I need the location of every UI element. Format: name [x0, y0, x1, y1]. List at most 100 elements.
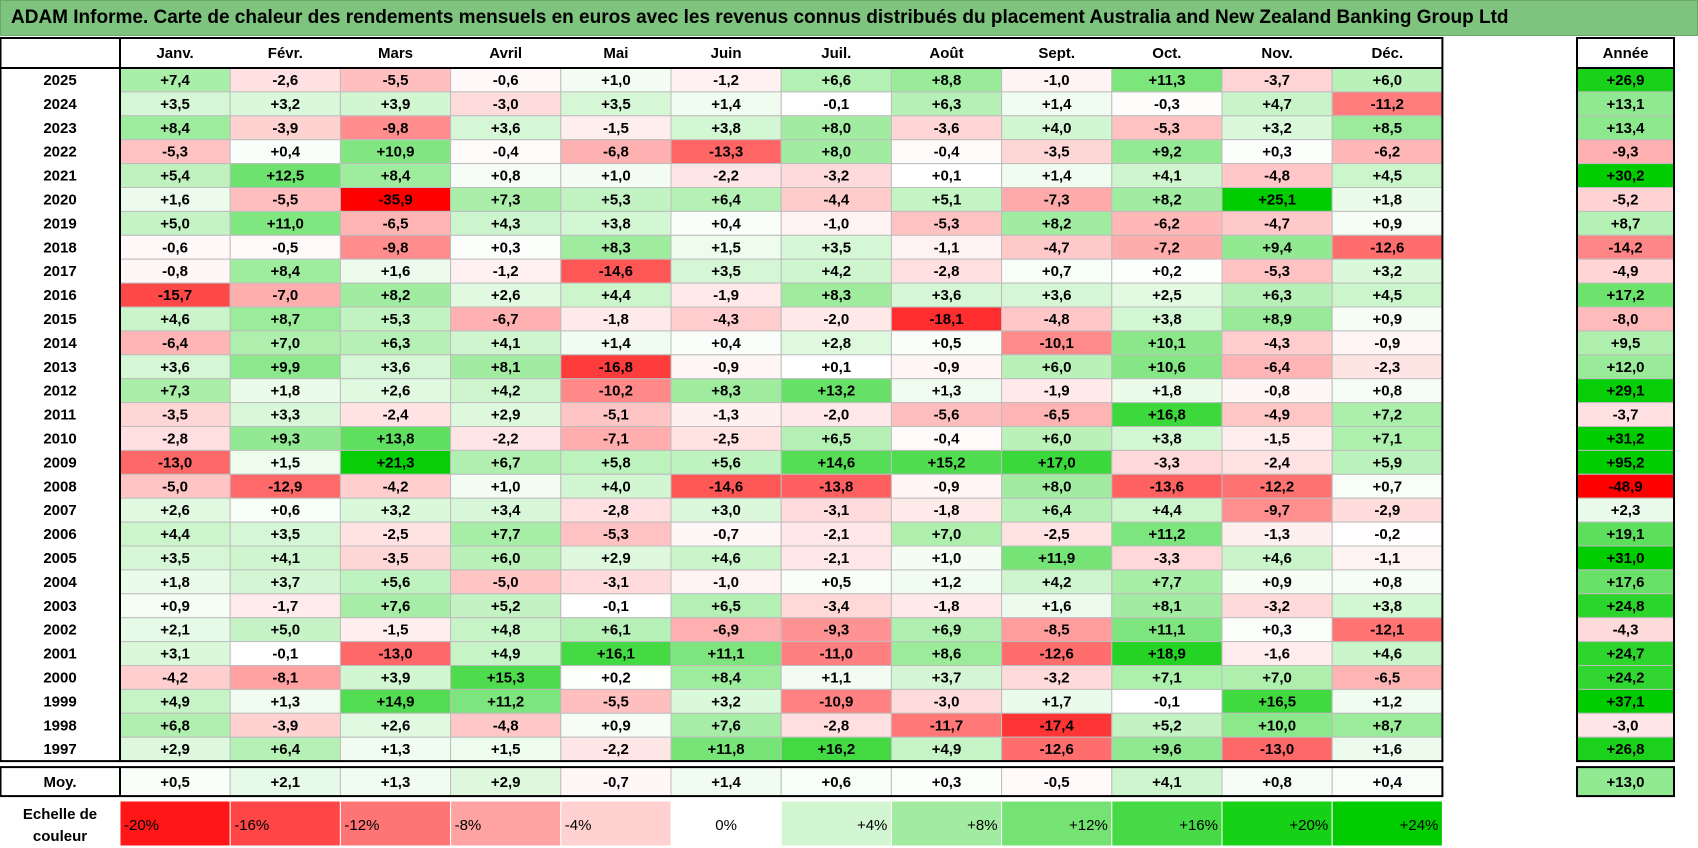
cell-value: +1,4	[1042, 168, 1072, 185]
cell-value: -1,2	[713, 72, 739, 89]
cell-value: +4,2	[1042, 574, 1072, 591]
cell-value: +0,8	[1372, 574, 1402, 591]
scale-step-label: 0%	[715, 817, 737, 834]
month-header: Avril	[489, 45, 522, 62]
cell-value: -0,6	[493, 72, 519, 89]
cell-value: +6,0	[1042, 359, 1072, 376]
cell-value: -0,5	[272, 239, 298, 256]
cell-value: +4,9	[491, 646, 521, 663]
cell-value: +21,3	[377, 454, 415, 471]
cell-value: +4,9	[932, 741, 962, 758]
cell-value: -2,6	[272, 72, 298, 89]
cell-value: +3,8	[711, 120, 741, 137]
cell-value: +16,2	[817, 741, 855, 758]
annual-value: +13,4	[1607, 120, 1646, 137]
cell-value: -0,8	[1264, 383, 1290, 400]
annual-value: +13,1	[1607, 96, 1645, 113]
annual-value: +24,7	[1607, 646, 1645, 663]
cell-value: +4,9	[160, 693, 190, 710]
cell-value: +5,1	[932, 192, 962, 209]
cell-value: -3,1	[603, 574, 629, 591]
cell-value: -11,0	[820, 646, 853, 663]
cell-value: +1,0	[601, 168, 631, 185]
cell-value: +1,0	[491, 478, 521, 495]
cell-value: +15,3	[487, 670, 525, 687]
annual-value: +2,3	[1611, 502, 1641, 519]
cell-value: +6,3	[381, 335, 411, 352]
cell-value: +6,1	[601, 622, 631, 639]
cell-value: +0,3	[491, 239, 521, 256]
cell-value: +3,2	[711, 693, 741, 710]
average-cell	[229, 766, 341, 797]
cell-value: +7,6	[381, 598, 411, 615]
average-cell	[670, 766, 782, 797]
cell-value: +1,1	[821, 670, 851, 687]
cell-value: -2,0	[823, 311, 849, 328]
average-value: +0,5	[160, 774, 190, 791]
cell-value: -2,8	[934, 263, 960, 280]
cell-value: -10,9	[819, 693, 853, 710]
cell-value: -9,3	[823, 622, 849, 639]
cell-value: +15,2	[928, 454, 966, 471]
cell-value: +3,5	[160, 550, 190, 567]
cell-value: +2,1	[160, 622, 190, 639]
cell-value: +10,6	[1148, 359, 1186, 376]
cell-value: +16,5	[1258, 693, 1296, 710]
cell-value: +3,0	[711, 502, 741, 519]
cell-value: +8,2	[381, 287, 411, 304]
cell-value: -3,0	[934, 693, 960, 710]
cell-value: +3,2	[381, 502, 411, 519]
cell-value: -1,0	[1044, 72, 1070, 89]
cell-value: +1,2	[1372, 693, 1402, 710]
cell-value: +11,2	[487, 693, 524, 710]
cell-value: -4,7	[1264, 215, 1290, 232]
cell-value: +8,7	[1372, 717, 1402, 734]
cell-value: +1,4	[711, 96, 741, 113]
cell-value: +6,6	[821, 72, 851, 89]
cell-value: +1,0	[601, 72, 631, 89]
cell-value: +3,1	[160, 646, 190, 663]
cell-value: +7,1	[1152, 670, 1182, 687]
cell-value: +0,4	[711, 335, 741, 352]
year-label: 2018	[43, 239, 76, 256]
cell-value: +8,9	[1262, 311, 1292, 328]
cell-value: -5,5	[383, 72, 409, 89]
cell-value: -1,9	[1044, 383, 1070, 400]
cell-value: -5,3	[934, 215, 960, 232]
cell-value: -0,9	[934, 359, 960, 376]
month-header: Nov.	[1261, 45, 1292, 62]
cell-value: -16,8	[599, 359, 633, 376]
cell-value: -5,0	[162, 478, 188, 495]
scale-swatch	[229, 800, 341, 847]
annual-value: +95,2	[1607, 454, 1645, 471]
average-frame	[0, 766, 1444, 798]
cell-value: -1,8	[934, 598, 960, 615]
cell-value: +7,3	[160, 383, 190, 400]
cell-value: -1,8	[603, 311, 629, 328]
cell-value: -5,3	[162, 144, 188, 161]
cell-value: -6,4	[1264, 359, 1291, 376]
cell-value: +4,1	[491, 335, 521, 352]
scale-step-label: -4%	[565, 817, 592, 834]
scale-swatch	[1221, 800, 1333, 847]
cell-value: +7,7	[491, 526, 521, 543]
cell-value: +3,8	[1372, 598, 1402, 615]
cell-value: -0,1	[603, 598, 629, 615]
cell-value: -0,9	[713, 359, 739, 376]
chart-title: ADAM Informe. Carte de chaleur des rende…	[0, 0, 1698, 36]
cell-value: +2,9	[491, 407, 521, 424]
cell-value: +6,8	[160, 717, 190, 734]
cell-value: -1,1	[934, 239, 960, 256]
month-header: Févr.	[268, 45, 303, 62]
annual-value: +17,2	[1607, 287, 1645, 304]
cell-value: +0,9	[160, 598, 190, 615]
month-header: Mai	[603, 45, 628, 62]
average-value: +1,4	[711, 774, 741, 791]
cell-value: +0,2	[601, 670, 631, 687]
cell-value: -0,9	[1374, 335, 1400, 352]
scale-label: couleur	[33, 828, 87, 845]
cell-value: +0,8	[491, 168, 521, 185]
cell-value: -0,4	[934, 144, 961, 161]
year-label: 2013	[43, 359, 76, 376]
cell-value: +3,6	[160, 359, 190, 376]
